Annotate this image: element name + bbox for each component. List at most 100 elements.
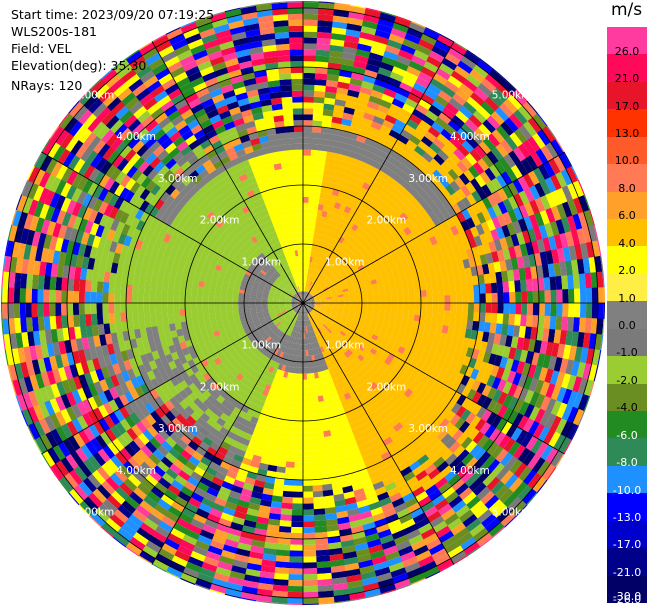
velocity-gate: [88, 515, 102, 528]
velocity-gate: [266, 464, 278, 472]
velocity-gate: [327, 392, 334, 400]
velocity-gate: [293, 462, 303, 469]
velocity-gate: [479, 58, 494, 70]
velocity-gate: [352, 66, 367, 76]
velocity-gate: [447, 271, 455, 281]
velocity-gate: [354, 290, 362, 295]
velocity-gate: [512, 325, 521, 338]
velocity-gate: [465, 152, 478, 167]
velocity-gate: [434, 40, 452, 54]
velocity-gate: [37, 288, 44, 303]
velocity-gate: [526, 492, 538, 506]
velocity-gate: [9, 256, 18, 273]
velocity-gate: [114, 292, 121, 303]
velocity-gate: [329, 325, 336, 331]
velocity-gate: [275, 321, 282, 327]
velocity-gate: [159, 382, 170, 393]
velocity-gate: [222, 407, 233, 417]
velocity-gate: [257, 360, 265, 368]
velocity-gate: [224, 326, 232, 333]
velocity-gate: [353, 341, 361, 348]
velocity-gate: [484, 517, 501, 533]
velocity-gate: [67, 314, 75, 328]
velocity-gate: [139, 405, 151, 418]
velocity-gate: [414, 303, 421, 310]
velocity-gate: [75, 447, 89, 463]
velocity-gate: [252, 340, 260, 347]
velocity-gate: [449, 136, 462, 150]
velocity-gate: [310, 378, 316, 386]
velocity-gate: [311, 290, 317, 296]
velocity-gate: [364, 490, 377, 500]
velocity-gate: [325, 292, 332, 296]
velocity-gate: [305, 320, 308, 327]
velocity-gate: [350, 246, 358, 254]
velocity-gate: [366, 464, 378, 474]
velocity-gate: [351, 530, 366, 540]
velocity-gate: [380, 271, 388, 278]
velocity-gate: [173, 295, 180, 303]
velocity-gate: [385, 44, 401, 56]
velocity-gate: [296, 326, 300, 333]
velocity-gate: [343, 218, 351, 227]
velocity-gate: [263, 334, 270, 341]
velocity-gate: [268, 512, 281, 521]
velocity-gate: [204, 407, 214, 418]
velocity-gate: [525, 155, 539, 171]
velocity-gate: [301, 326, 303, 333]
velocity-gate: [411, 190, 422, 201]
velocity-gate: [159, 403, 171, 415]
velocity-gate: [306, 320, 310, 327]
velocity-gate: [17, 242, 27, 259]
velocity-gate: [249, 324, 256, 330]
velocity-gate: [84, 313, 92, 326]
velocity-gate: [449, 286, 457, 296]
velocity-gate: [289, 324, 294, 330]
velocity-gate: [313, 90, 326, 98]
velocity-gate: [118, 464, 132, 479]
velocity-gate: [37, 274, 45, 290]
velocity-gate: [306, 307, 311, 313]
velocity-gate: [509, 132, 523, 148]
velocity-gate: [52, 341, 61, 356]
velocity-gate: [402, 291, 410, 299]
velocity-gate: [493, 333, 502, 346]
velocity-gate: [286, 603, 303, 605]
velocity-gate: [336, 171, 346, 180]
velocity-gate: [162, 362, 172, 373]
velocity-gate: [302, 409, 309, 416]
velocity-gate: [491, 303, 498, 314]
velocity-gate: [542, 428, 556, 446]
velocity-gate: [175, 517, 191, 530]
velocity-gate: [355, 134, 367, 144]
velocity-gate: [264, 396, 273, 404]
velocity-gate: [315, 221, 321, 229]
velocity-gate: [440, 508, 456, 522]
velocity-gate: [192, 513, 208, 524]
velocity-gate: [511, 500, 527, 517]
velocity-gate: [294, 379, 299, 386]
velocity-gate: [321, 260, 327, 268]
velocity-gate: [486, 458, 501, 474]
velocity-gate: [202, 292, 210, 299]
velocity-gate: [476, 264, 484, 276]
velocity-gate: [326, 272, 333, 279]
velocity-gate: [198, 567, 216, 578]
velocity-gate: [276, 460, 287, 468]
velocity-gate: [25, 302, 32, 318]
velocity-gate: [45, 430, 58, 448]
velocity-gate: [332, 338, 339, 345]
velocity-gate: [234, 319, 242, 325]
velocity-gate: [439, 264, 448, 274]
velocity-gate: [437, 481, 452, 495]
velocity-gate: [331, 481, 343, 490]
velocity-gate: [415, 124, 429, 137]
velocity-gate: [230, 459, 242, 469]
velocity-gate: [177, 334, 186, 344]
velocity-gate: [404, 97, 419, 110]
velocity-gate: [436, 558, 454, 572]
velocity-gate: [208, 461, 220, 472]
velocity-gate: [174, 322, 182, 330]
velocity-gate: [302, 521, 315, 528]
velocity-gate: [403, 208, 414, 218]
